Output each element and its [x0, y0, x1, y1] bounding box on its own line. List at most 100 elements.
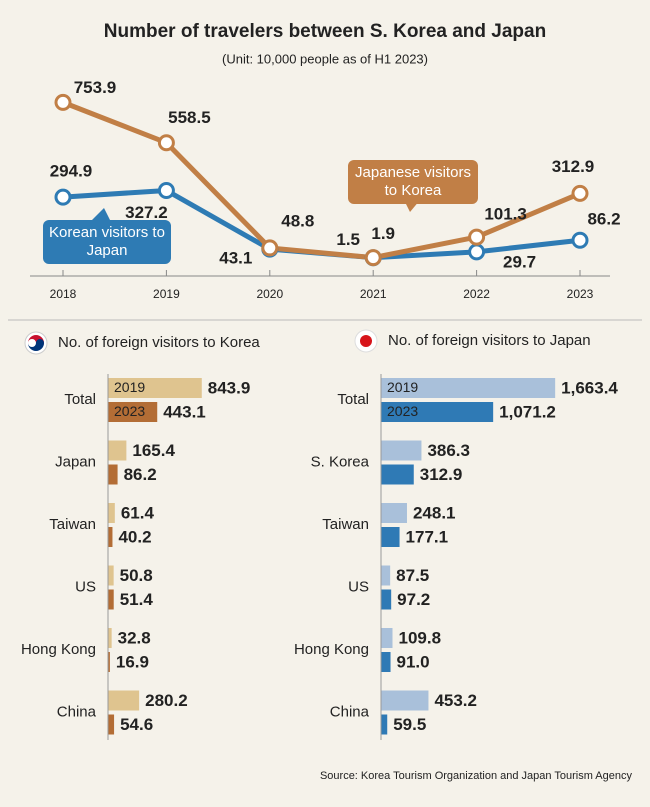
data-label: 48.8	[281, 211, 314, 230]
data-label: 86.2	[124, 465, 157, 484]
x-tick-label: 2022	[463, 287, 490, 301]
data-label: 1.5	[336, 230, 360, 249]
bar	[381, 503, 407, 523]
bar	[108, 464, 118, 485]
bar	[381, 527, 400, 547]
data-label: 1,663.4	[561, 378, 618, 397]
chart-title: Number of travelers between S. Korea and…	[104, 21, 546, 42]
point	[157, 181, 175, 199]
bar	[108, 589, 114, 610]
category-label: Hong Kong	[294, 641, 369, 658]
category-label: Taiwan	[49, 516, 96, 533]
x-tick-label: 2019	[153, 287, 180, 301]
data-label: 453.2	[434, 691, 477, 710]
series-label: 2019	[387, 379, 418, 395]
bar	[381, 440, 422, 461]
bar	[381, 652, 391, 672]
bar	[381, 589, 392, 610]
data-label: 165.4	[132, 441, 175, 460]
data-label: 29.7	[503, 252, 536, 271]
series-callout: Korean visitors to Japan	[43, 220, 171, 264]
data-label: 312.9	[552, 157, 595, 176]
point	[157, 134, 175, 152]
point	[261, 239, 279, 257]
x-tick-label: 2021	[360, 287, 387, 301]
bar	[108, 527, 113, 547]
callout-tail	[92, 208, 110, 220]
bar	[381, 690, 429, 711]
data-label: 109.8	[398, 628, 441, 647]
x-tick-label: 2020	[256, 287, 283, 301]
bar	[381, 714, 388, 735]
data-label: 327.2	[125, 203, 168, 222]
point	[54, 188, 72, 206]
bar	[108, 565, 114, 586]
data-label: 97.2	[397, 590, 430, 609]
bar	[108, 440, 127, 461]
data-label: 61.4	[121, 503, 155, 522]
data-label: 443.1	[163, 402, 206, 421]
data-label: 1.9	[371, 224, 395, 243]
point	[468, 243, 486, 261]
category-label: S. Korea	[311, 453, 370, 470]
data-label: 312.9	[420, 465, 463, 484]
category-label: China	[57, 703, 97, 720]
data-label: 51.4	[120, 590, 154, 609]
data-label: 43.1	[219, 249, 252, 268]
data-label: 1,071.2	[499, 402, 556, 421]
data-label: 87.5	[396, 566, 429, 585]
data-label: 59.5	[393, 715, 426, 734]
japan-flag	[354, 329, 378, 353]
point	[54, 93, 72, 111]
data-label: 248.1	[413, 503, 456, 522]
series-label: 2023	[114, 403, 145, 419]
data-label: 843.9	[208, 378, 251, 397]
category-label: Hong Kong	[21, 641, 96, 658]
bar	[108, 503, 115, 523]
point	[364, 249, 382, 267]
data-label: 16.9	[116, 652, 149, 671]
data-label: 32.8	[118, 628, 151, 647]
data-label: 177.1	[406, 527, 449, 546]
series-callout: Japanese visitors to Korea	[348, 160, 478, 204]
point	[468, 228, 486, 246]
korea-flag	[24, 331, 48, 355]
line	[62, 100, 581, 261]
data-label: 280.2	[145, 691, 188, 710]
bar	[381, 378, 556, 398]
bar	[108, 652, 110, 672]
data-label: 101.3	[484, 205, 527, 224]
category-label: Taiwan	[322, 516, 369, 533]
source: Source: Korea Tourism Organization and J…	[320, 770, 633, 782]
legend-title: No. of foreign visitors to Japan	[388, 332, 591, 349]
category-label: China	[330, 703, 370, 720]
bar	[381, 464, 414, 485]
bar	[108, 378, 202, 398]
data-label: 753.9	[74, 78, 117, 97]
bar	[381, 402, 494, 422]
bar	[381, 565, 391, 586]
series-label: 2019	[114, 379, 145, 395]
legend-title: No. of foreign visitors to Korea	[58, 334, 260, 351]
x-tick-label: 2023	[567, 287, 594, 301]
category-label: Total	[337, 391, 369, 408]
data-label: 40.2	[118, 527, 151, 546]
category-label: Total	[64, 391, 96, 408]
data-label: 54.6	[120, 715, 153, 734]
bar	[108, 628, 112, 648]
bar	[108, 714, 115, 735]
data-label: 50.8	[120, 566, 153, 585]
category-label: Japan	[55, 453, 96, 470]
data-label: 294.9	[50, 162, 93, 181]
bar	[108, 690, 140, 711]
data-label: 386.3	[427, 441, 470, 460]
series-label: 2023	[387, 403, 418, 419]
data-label: 558.5	[168, 108, 211, 127]
bar	[381, 628, 393, 648]
data-label: 86.2	[587, 210, 620, 229]
data-label: 91.0	[397, 652, 430, 671]
chart-subtitle: (Unit: 10,000 people as of H1 2023)	[222, 51, 428, 66]
bar	[108, 402, 158, 422]
